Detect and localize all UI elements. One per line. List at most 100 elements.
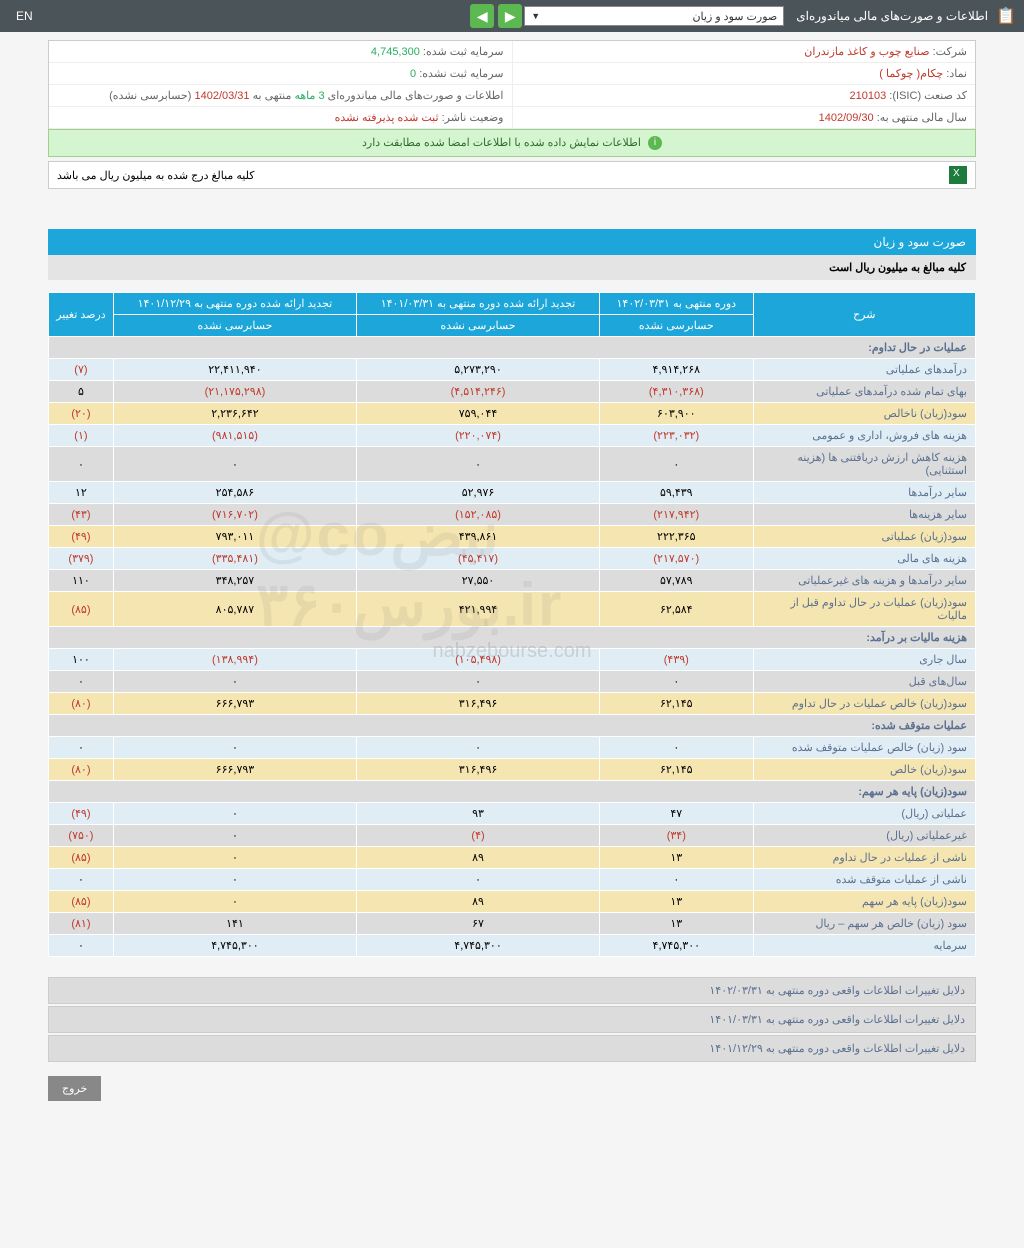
cell: ۸۹ [356, 891, 599, 913]
cell: ۴۷ [600, 803, 753, 825]
table-row: سود(زیان) خالص عملیات در حال تداوم۶۲,۱۴۵… [49, 693, 976, 715]
cell: ۰ [113, 869, 356, 891]
cell: ۰ [113, 447, 356, 482]
row-desc: سود (زیان) خالص هر سهم – ریال [753, 913, 975, 935]
row-desc: عملیاتی (ریال) [753, 803, 975, 825]
capital-unreg-label: سرمایه ثبت نشده: [419, 68, 503, 80]
subtitle: کلیه مبالغ به میلیون ریال است [48, 255, 976, 280]
table-row: غیرعملیاتی (ریال)(۳۴)(۴)۰(۷۵۰) [49, 825, 976, 847]
cell: (۷) [49, 359, 114, 381]
reasons-section: دلایل تغییرات اطلاعات واقعی دوره منتهی ب… [48, 977, 976, 1062]
row-desc: غیرعملیاتی (ریال) [753, 825, 975, 847]
cell: ۴۲۱,۹۹۴ [356, 592, 599, 627]
row-desc: ناشی از عملیات متوقف شده [753, 869, 975, 891]
cell: ۰ [356, 671, 599, 693]
topbar-title: اطلاعات و صورت‌های مالی میاندوره‌ای [796, 9, 988, 23]
cell: ۱۱۰ [49, 570, 114, 592]
cell: ۴,۷۴۵,۳۰۰ [356, 935, 599, 957]
cell: ۳۴۸,۲۵۷ [113, 570, 356, 592]
fy-end-value: 1402/09/30 [819, 112, 874, 124]
row-desc: سود (زیان) خالص عملیات متوقف شده [753, 737, 975, 759]
table-row: ناشی از عملیات در حال تداوم۱۳۸۹۰(۸۵) [49, 847, 976, 869]
cell: (۸۵) [49, 592, 114, 627]
note-text: کلیه مبالغ درج شده به میلیون ریال می باش… [57, 169, 254, 182]
table-row: بهای تمام شده درآمدهای عملیاتی(۴,۳۱۰,۳۶۸… [49, 381, 976, 403]
table-row: هزینه های مالی(۲۱۷,۵۷۰)(۴۵,۴۱۷)(۳۳۵,۴۸۱)… [49, 548, 976, 570]
table-row: سال جاری(۴۳۹)(۱۰۵,۴۹۸)(۱۳۸,۹۹۴)۱۰۰ [49, 649, 976, 671]
cell: ۰ [113, 671, 356, 693]
th-desc: شرح [753, 293, 975, 337]
symbol-label: نماد: [946, 68, 967, 80]
company-value: صنایع چوب و کاغذ مازندران [804, 46, 929, 58]
cell: (۸۵) [49, 847, 114, 869]
cell: ۶۲,۱۴۵ [600, 759, 753, 781]
th-sub3: حسابرسی نشده [113, 315, 356, 337]
nav-prev-button[interactable]: ◀ [470, 4, 494, 28]
cell: ۱۳ [600, 913, 753, 935]
lang-toggle[interactable]: EN [8, 9, 41, 23]
row-desc: سایر هزینه‌ها [753, 504, 975, 526]
row-desc: درآمدهای عملیاتی [753, 359, 975, 381]
report-end-label: منتهی به [253, 90, 292, 102]
table-row: عملیاتی (ریال)۴۷۹۳۰(۴۹) [49, 803, 976, 825]
cell: ۰ [113, 737, 356, 759]
cell: (۳۳۵,۴۸۱) [113, 548, 356, 570]
cell: ۶۷ [356, 913, 599, 935]
report-audit: (حسابرسی نشده) [109, 90, 191, 102]
row-header: سود(زیان) پایه هر سهم: [49, 781, 976, 803]
cell: ۱۲ [49, 482, 114, 504]
note-bar: کلیه مبالغ درج شده به میلیون ریال می باش… [48, 161, 976, 189]
cell: (۸۰) [49, 759, 114, 781]
cell: ۶۲,۱۴۵ [600, 693, 753, 715]
table-row: هزینه کاهش ارزش دریافتنی ها (هزینه استثن… [49, 447, 976, 482]
pub-status-value: ثبت شده پذیرفته نشده [335, 112, 439, 124]
cell: (۲۱,۱۷۵,۲۹۸) [113, 381, 356, 403]
cell: ۵,۲۷۳,۲۹۰ [356, 359, 599, 381]
excel-icon[interactable] [949, 166, 967, 184]
table-row: سود(زیان) ناخالص۶۰۳,۹۰۰۷۵۹,۰۴۴۲,۲۳۶,۶۴۲(… [49, 403, 976, 425]
table-row: سایر درآمدها و هزینه های غیرعملیاتی۵۷,۷۸… [49, 570, 976, 592]
cell: (۲۱۷,۹۴۲) [600, 504, 753, 526]
signature-alert: i اطلاعات نمایش داده شده با اطلاعات امضا… [48, 129, 976, 157]
reason-row: دلایل تغییرات اطلاعات واقعی دوره منتهی ب… [48, 1035, 976, 1062]
row-desc: سال جاری [753, 649, 975, 671]
th-period1: دوره منتهی به ۱۴۰۲/۰۳/۳۱ [600, 293, 753, 315]
table-row: سود (زیان) خالص عملیات متوقف شده۰۰۰۰ [49, 737, 976, 759]
row-desc: سود(زیان) خالص عملیات در حال تداوم [753, 693, 975, 715]
reason-row: دلایل تغییرات اطلاعات واقعی دوره منتهی ب… [48, 977, 976, 1004]
capital-unreg-value: 0 [410, 68, 416, 80]
cell: ۰ [600, 869, 753, 891]
cell: (۲۲۳,۰۳۲) [600, 425, 753, 447]
table-row: عملیات در حال تداوم: [49, 337, 976, 359]
cell: (۴,۵۱۴,۲۴۶) [356, 381, 599, 403]
cell: ۶۲,۵۸۴ [600, 592, 753, 627]
table-row: سایر درآمدها۵۹,۴۳۹۵۲,۹۷۶۲۵۴,۵۸۶۱۲ [49, 482, 976, 504]
row-desc: سود(زیان) عملیاتی [753, 526, 975, 548]
chevron-down-icon: ▼ [531, 11, 540, 21]
cell: (۷۱۶,۷۰۲) [113, 504, 356, 526]
cell: ۰ [600, 737, 753, 759]
cell: ۱۴۱ [113, 913, 356, 935]
cell: (۴,۳۱۰,۳۶۸) [600, 381, 753, 403]
cell: ۰ [113, 803, 356, 825]
exit-button[interactable]: خروج [48, 1076, 101, 1101]
row-header: هزینه مالیات بر درآمد: [49, 627, 976, 649]
cell: ۶۰۳,۹۰۰ [600, 403, 753, 425]
cell: ۶۶۶,۷۹۳ [113, 759, 356, 781]
isic-label: کد صنعت (ISIC): [889, 90, 967, 102]
cell: (۱۵۲,۰۸۵) [356, 504, 599, 526]
reason-row: دلایل تغییرات اطلاعات واقعی دوره منتهی ب… [48, 1006, 976, 1033]
dropdown-selected: صورت سود و زیان [692, 10, 777, 23]
cell: (۴۳۹) [600, 649, 753, 671]
cell: (۷۵۰) [49, 825, 114, 847]
nav-next-button[interactable]: ▶ [498, 4, 522, 28]
table-row: سود(زیان) عملیات در حال تداوم قبل از مال… [49, 592, 976, 627]
row-desc: سایر درآمدها [753, 482, 975, 504]
table-row: عملیات متوقف شده: [49, 715, 976, 737]
income-statement-table: شرح دوره منتهی به ۱۴۰۲/۰۳/۳۱ تجدید ارائه… [48, 292, 976, 957]
report-dropdown[interactable]: صورت سود و زیان ▼ [524, 6, 784, 26]
cell: ۰ [356, 737, 599, 759]
row-desc: سال‌های قبل [753, 671, 975, 693]
cell: ۴,۷۴۵,۳۰۰ [600, 935, 753, 957]
cell: (۴۹) [49, 526, 114, 548]
